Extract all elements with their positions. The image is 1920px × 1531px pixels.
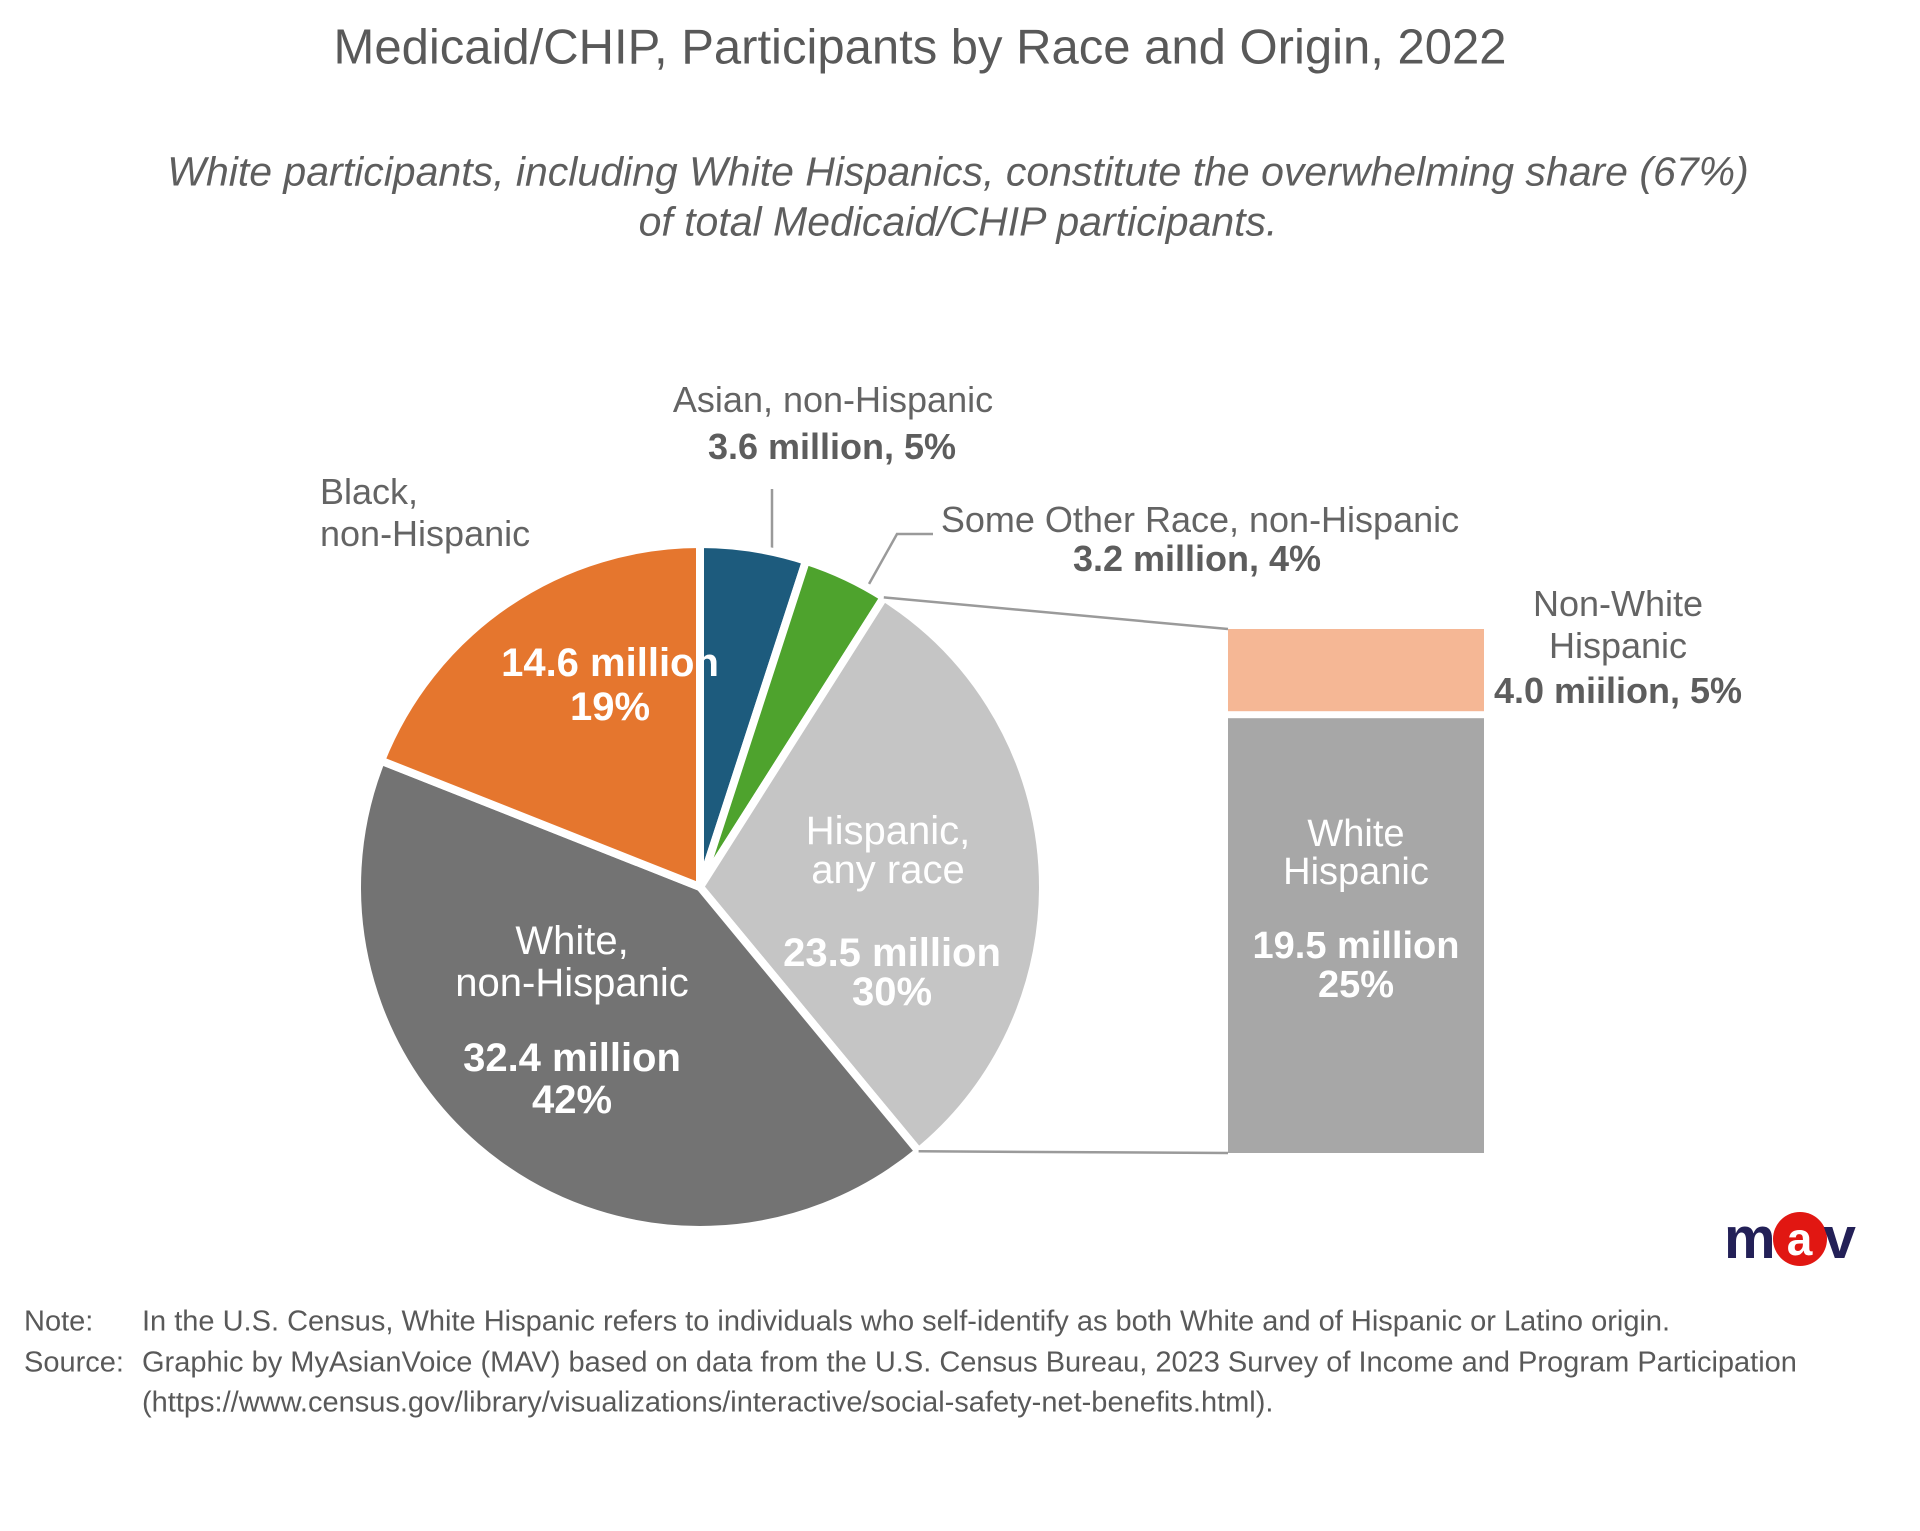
callout-some-other-race-value: 3.2 million, 4% bbox=[1072, 538, 1322, 579]
hispanic-slice-name-line1: Hispanic, bbox=[805, 809, 971, 853]
white-slice-percent: 42% bbox=[531, 1078, 613, 1122]
callout-some-other-race-line1: Some Other Race, non-Hispanic bbox=[940, 499, 1460, 540]
white-hispanic-bar-value: 19.5 million bbox=[1252, 925, 1460, 967]
black-slice-percent: 19% bbox=[569, 685, 651, 729]
connector-top bbox=[883, 596, 1229, 631]
white-slice-name-line1: White, bbox=[515, 919, 629, 963]
connector-bottom bbox=[918, 1150, 1229, 1155]
note-text: In the U.S. Census, White Hispanic refer… bbox=[142, 1305, 1671, 1338]
hispanic-slice-name-line2: any race bbox=[811, 848, 965, 892]
white-hispanic-bar-name-line1: White bbox=[1307, 813, 1405, 855]
pie-slice-hispanic-any-race bbox=[696, 593, 1047, 1156]
callout-asian-line1: Asian, non-Hispanic bbox=[672, 379, 994, 420]
white-slice-value: 32.4 million bbox=[463, 1036, 681, 1080]
pie-slice-black-non-hispanic bbox=[377, 540, 704, 891]
some-other-race-leader-line bbox=[867, 532, 933, 585]
callout-non-white-hispanic-value: 4.0 miilion, 5% bbox=[1493, 670, 1743, 711]
source-url: (https://www.census.gov/library/visualiz… bbox=[142, 1386, 1274, 1419]
callout-non-white-hispanic-line1: Non-White bbox=[1532, 583, 1704, 624]
callout-asian-value: 3.6 million, 5% bbox=[707, 426, 957, 467]
bar-segment-white-hispanic bbox=[1228, 718, 1484, 1153]
hispanic-slice-value: 23.5 million bbox=[783, 931, 1001, 975]
subtitle-line-1: White participants, including White Hisp… bbox=[167, 148, 1749, 195]
page-title: Medicaid/CHIP, Participants by Race and … bbox=[333, 20, 1507, 75]
logo-letter-m: m bbox=[1724, 1206, 1776, 1271]
callout-black-line1: Black, bbox=[320, 471, 419, 512]
hispanic-slice-percent: 30% bbox=[851, 970, 933, 1014]
white-hispanic-bar-name-line2: Hispanic bbox=[1283, 851, 1429, 893]
bar-segment-non-white-hispanic bbox=[1228, 629, 1484, 712]
callout-black-line2: non-Hispanic bbox=[320, 513, 531, 554]
source-text: Graphic by MyAsianVoice (MAV) based on d… bbox=[142, 1346, 1797, 1379]
white-hispanic-bar-percent: 25% bbox=[1317, 964, 1395, 1006]
white-slice-name-line2: non-Hispanic bbox=[455, 961, 689, 1005]
logo-red-circle-icon: a bbox=[1772, 1212, 1827, 1266]
pie-slice-white-non-hispanic bbox=[353, 756, 923, 1234]
logo-letter-v: v bbox=[1823, 1206, 1856, 1271]
note-label: Note: bbox=[24, 1305, 94, 1338]
black-slice-value: 14.6 million bbox=[501, 641, 719, 685]
callout-non-white-hispanic-line2: Hispanic bbox=[1548, 625, 1688, 666]
mav-logo: m a v bbox=[1724, 1210, 1856, 1268]
logo-letter-a: a bbox=[1786, 1213, 1813, 1265]
subtitle-line-2: of total Medicaid/CHIP participants. bbox=[638, 198, 1278, 245]
source-label: Source: bbox=[24, 1346, 124, 1379]
